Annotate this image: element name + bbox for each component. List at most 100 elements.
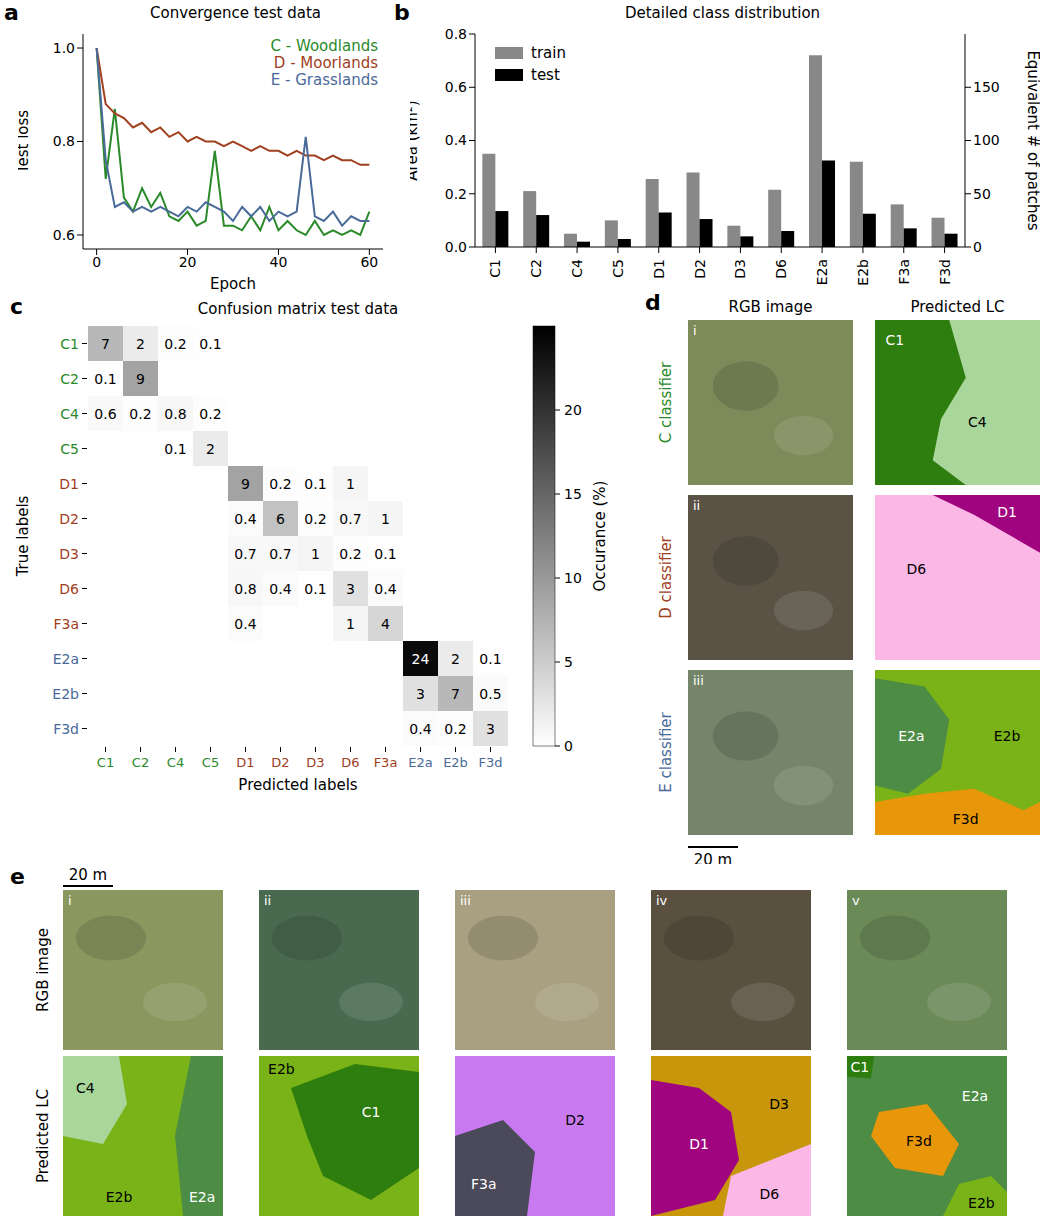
svg-text:100: 100 <box>973 132 1000 148</box>
svg-text:C1: C1 <box>362 1104 381 1120</box>
svg-text:0.1: 0.1 <box>304 476 326 492</box>
svg-text:C4: C4 <box>76 1080 95 1096</box>
svg-text:0.4: 0.4 <box>409 721 431 737</box>
svg-text:c: c <box>10 296 23 319</box>
svg-text:E classifier: E classifier <box>657 711 675 792</box>
svg-text:F3a: F3a <box>374 755 398 770</box>
svg-text:C1: C1 <box>885 332 904 348</box>
svg-text:0.1: 0.1 <box>94 371 116 387</box>
svg-text:C4: C4 <box>60 406 79 422</box>
svg-text:d: d <box>645 292 661 315</box>
svg-text:2: 2 <box>136 336 145 352</box>
svg-text:D2: D2 <box>59 511 79 527</box>
svg-text:Confusion matrix test data: Confusion matrix test data <box>198 300 398 318</box>
svg-text:6: 6 <box>276 511 285 527</box>
svg-text:0.4: 0.4 <box>445 132 467 148</box>
svg-text:1: 1 <box>346 476 355 492</box>
svg-text:E2a: E2a <box>898 728 924 744</box>
svg-text:7: 7 <box>451 686 460 702</box>
svg-text:D2: D2 <box>565 1112 585 1128</box>
svg-text:RGB image: RGB image <box>729 298 813 316</box>
svg-text:0: 0 <box>564 738 573 754</box>
svg-text:v: v <box>852 893 860 908</box>
svg-text:C2: C2 <box>60 371 79 387</box>
svg-text:C5: C5 <box>60 441 79 457</box>
svg-text:E2a: E2a <box>962 1088 988 1104</box>
svg-text:0.4: 0.4 <box>234 511 256 527</box>
svg-text:E2a: E2a <box>814 259 830 285</box>
svg-text:F3a: F3a <box>53 616 79 632</box>
svg-text:24: 24 <box>412 651 430 667</box>
svg-text:C1: C1 <box>60 336 79 352</box>
svg-text:3: 3 <box>416 686 425 702</box>
svg-text:ii: ii <box>264 893 271 908</box>
svg-text:F3d: F3d <box>953 811 979 827</box>
svg-text:D6: D6 <box>341 755 359 770</box>
svg-text:D1: D1 <box>997 504 1017 520</box>
svg-text:0.4: 0.4 <box>234 616 256 632</box>
svg-text:20 m: 20 m <box>69 866 107 884</box>
svg-text:0.1: 0.1 <box>199 336 221 352</box>
svg-text:60: 60 <box>360 254 378 270</box>
svg-text:20 m: 20 m <box>694 851 732 864</box>
svg-text:C2: C2 <box>132 755 149 770</box>
svg-text:Area (km²): Area (km²) <box>410 100 421 180</box>
svg-text:2: 2 <box>206 441 215 457</box>
svg-text:0.4: 0.4 <box>374 581 396 597</box>
svg-text:D3: D3 <box>732 259 748 279</box>
svg-text:D2: D2 <box>271 755 289 770</box>
svg-text:F3a: F3a <box>471 1176 497 1192</box>
svg-text:i: i <box>68 893 72 908</box>
svg-text:0.5: 0.5 <box>479 686 501 702</box>
svg-text:0.1: 0.1 <box>304 581 326 597</box>
svg-text:Epoch: Epoch <box>210 275 256 293</box>
svg-text:0.2: 0.2 <box>199 406 221 422</box>
svg-text:C classifier: C classifier <box>657 361 675 443</box>
svg-text:iii: iii <box>460 893 471 908</box>
svg-text:0.2: 0.2 <box>164 336 186 352</box>
svg-text:0.2: 0.2 <box>269 476 291 492</box>
svg-text:0.7: 0.7 <box>339 511 361 527</box>
svg-text:0.2: 0.2 <box>304 511 326 527</box>
svg-text:ii: ii <box>693 498 700 513</box>
svg-text:C4: C4 <box>968 414 987 430</box>
svg-text:0.1: 0.1 <box>164 441 186 457</box>
svg-text:40: 40 <box>270 254 288 270</box>
svg-text:0.1: 0.1 <box>479 651 501 667</box>
svg-text:D3: D3 <box>306 755 324 770</box>
svg-text:0.7: 0.7 <box>234 546 256 562</box>
svg-text:7: 7 <box>101 336 110 352</box>
svg-text:50: 50 <box>973 186 991 202</box>
svg-text:0.7: 0.7 <box>269 546 291 562</box>
svg-text:Test loss: Test loss <box>18 110 32 174</box>
svg-text:1.0: 1.0 <box>53 40 75 56</box>
svg-text:D1: D1 <box>236 755 254 770</box>
svg-text:E2b: E2b <box>52 686 79 702</box>
svg-text:F3d: F3d <box>53 721 79 737</box>
svg-text:C5: C5 <box>610 259 626 278</box>
svg-text:E2b: E2b <box>443 755 468 770</box>
svg-text:F3d: F3d <box>937 259 953 285</box>
svg-text:D1: D1 <box>59 476 79 492</box>
svg-text:5: 5 <box>564 654 573 670</box>
svg-text:0.8: 0.8 <box>445 26 467 42</box>
svg-text:E2a: E2a <box>189 1189 215 1205</box>
svg-text:0.2: 0.2 <box>339 546 361 562</box>
svg-text:D1: D1 <box>689 1136 709 1152</box>
svg-text:0.6: 0.6 <box>94 406 116 422</box>
svg-text:D6: D6 <box>760 1186 780 1202</box>
svg-text:RGB image: RGB image <box>34 928 52 1012</box>
svg-text:F3a: F3a <box>896 259 912 285</box>
svg-text:Equivalent # of patches: Equivalent # of patches <box>1024 50 1040 230</box>
svg-text:0: 0 <box>92 254 101 270</box>
svg-text:e: e <box>10 866 25 889</box>
svg-text:0.4: 0.4 <box>269 581 291 597</box>
svg-text:0.8: 0.8 <box>53 133 75 149</box>
svg-text:1: 1 <box>346 616 355 632</box>
svg-text:9: 9 <box>241 476 250 492</box>
svg-text:9: 9 <box>136 371 145 387</box>
svg-text:D3: D3 <box>769 1096 789 1112</box>
svg-text:iv: iv <box>656 893 668 908</box>
svg-text:20: 20 <box>179 254 197 270</box>
svg-text:C1: C1 <box>487 259 503 278</box>
